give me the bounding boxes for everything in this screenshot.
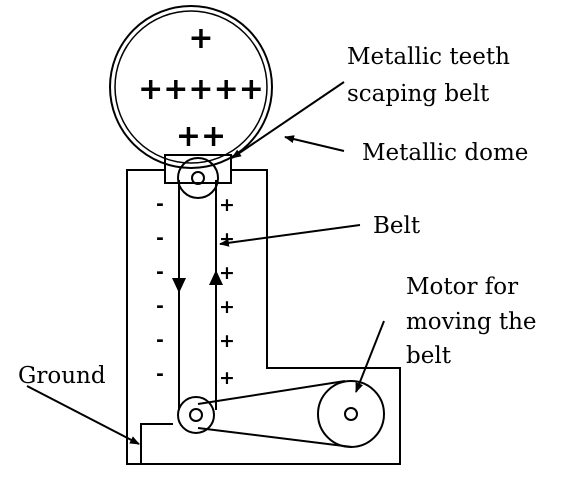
- label-motor-line1: Motor for: [406, 274, 518, 300]
- dome-charge-row3: ++: [176, 119, 226, 154]
- label-motor-line2: moving the: [406, 309, 537, 335]
- metallic-dome: [109, 5, 273, 169]
- dome-charge-row1: +: [188, 21, 213, 56]
- right-charge: +: [219, 367, 235, 389]
- label-dome: Metallic dome: [362, 140, 528, 166]
- support-housing: [126, 169, 401, 465]
- label-ground: Ground: [18, 363, 106, 389]
- belt-up-arrow: [209, 270, 223, 285]
- motor-belt-bottom: [197, 427, 353, 448]
- motor-belt-top: [197, 380, 346, 405]
- left-charge: -: [156, 329, 164, 351]
- dome-charge-row2: +++++: [138, 72, 264, 107]
- right-charge: +: [219, 262, 235, 284]
- left-charge: -: [156, 227, 164, 249]
- right-charge: +: [219, 228, 235, 250]
- belt-pointer-arrow: [219, 224, 361, 247]
- motor-pulley: [317, 380, 385, 448]
- left-charge: -: [156, 363, 164, 385]
- right-charges: + + + + + +: [219, 194, 235, 389]
- left-charge: -: [156, 295, 164, 317]
- dome-pointer-arrow: [284, 135, 345, 152]
- label-motor-line3: belt: [406, 343, 452, 369]
- metallic-teeth-block: [164, 154, 232, 184]
- right-charge: +: [219, 330, 235, 352]
- left-charge: -: [156, 193, 164, 215]
- ground-step: [140, 423, 173, 464]
- ground-pointer-arrow: [26, 385, 140, 445]
- left-charge: -: [156, 261, 164, 283]
- label-teeth-line1: Metallic teeth: [347, 44, 510, 70]
- top-pulley: [177, 157, 219, 199]
- right-charge: +: [219, 194, 235, 216]
- label-belt: Belt: [373, 213, 421, 239]
- bottom-pulley: [177, 396, 215, 434]
- right-charge: +: [219, 296, 235, 318]
- teeth-pointer-arrow: [231, 81, 345, 159]
- label-teeth-line2: scaping belt: [347, 81, 490, 107]
- motor-pointer-arrow: [355, 320, 385, 393]
- left-charges: - - - - - -: [156, 193, 164, 385]
- belt-down-arrow: [172, 278, 186, 293]
